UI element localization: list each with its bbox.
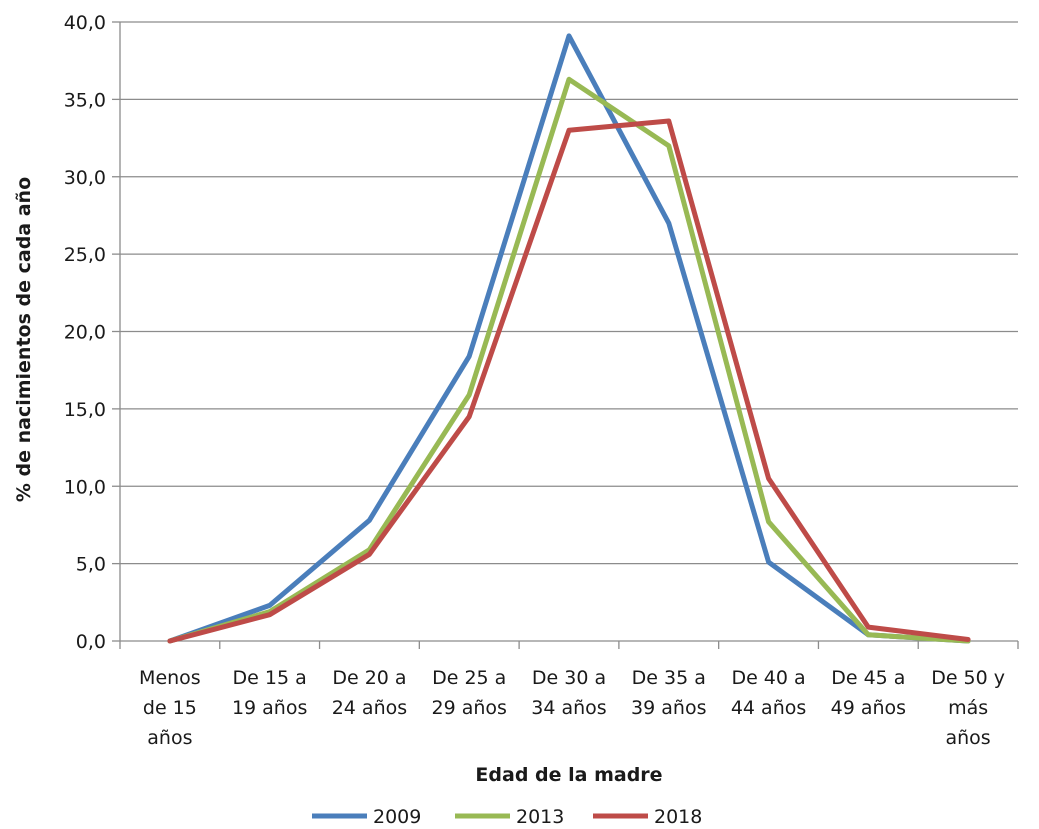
y-tick-label: 15,0 <box>64 399 106 421</box>
series-line-2018 <box>167 118 971 644</box>
x-tick-label: De 40 a 44 años <box>731 667 806 719</box>
y-tick-label: 0,0 <box>76 631 106 653</box>
y-tick-label: 10,0 <box>64 476 106 498</box>
y-tick-label: 40,0 <box>64 12 106 34</box>
x-tick-label-line: De 50 y <box>931 667 1005 689</box>
x-tick-label-line: 44 años <box>731 697 806 719</box>
x-tick-label-line: más <box>948 697 988 719</box>
y-tick-label: 20,0 <box>64 322 106 344</box>
x-tick-label-line: 49 años <box>831 697 906 719</box>
series-line-2013 <box>167 76 971 644</box>
x-tick-label-line: De 35 a <box>632 667 706 689</box>
x-tick-label-line: de 15 <box>143 697 197 719</box>
x-tick-label: Menos de 15 años <box>139 667 201 749</box>
series-lines <box>167 33 971 644</box>
legend-label-2018: 2018 <box>654 806 702 828</box>
gridlines <box>120 21 1018 565</box>
x-tick-label: De 30 a 34 años <box>531 667 606 719</box>
x-tick-label: De 45 a 49 años <box>831 667 906 719</box>
legend-label-2009: 2009 <box>373 806 421 828</box>
x-axis-title: Edad de la madre <box>475 764 662 786</box>
x-axis-ticks: Menos de 15 años De 15 a 19 años De 20 a 24 añ… <box>139 667 1005 749</box>
x-tick-label-line: años <box>946 727 991 749</box>
legend-label-2013: 2013 <box>516 806 564 828</box>
x-tick-label-line: 34 años <box>531 697 606 719</box>
series-line-2009 <box>167 33 971 644</box>
x-tick-label: De 20 a 24 años <box>332 667 407 719</box>
x-tick-label-line: De 25 a <box>432 667 506 689</box>
y-tick-label: 30,0 <box>64 167 106 189</box>
x-tick-label-line: De 45 a <box>831 667 905 689</box>
x-tick-label: De 50 y más años <box>931 667 1005 749</box>
x-tick-label-line: Menos <box>139 667 201 689</box>
x-tick-label: De 15 a 19 años <box>232 667 307 719</box>
y-tick-label: 35,0 <box>64 89 106 111</box>
x-tick-label-line: 24 años <box>332 697 407 719</box>
x-tick-label-line: 29 años <box>432 697 507 719</box>
x-tick-label-line: 39 años <box>631 697 706 719</box>
axes <box>112 21 1019 649</box>
legend: 2009 2013 2018 <box>312 806 702 828</box>
y-axis-ticks: 0,0 5,0 10,0 15,0 20,0 25,0 30,0 35,0 40,0 <box>64 12 106 653</box>
x-tick-label-line: años <box>147 727 192 749</box>
x-tick-label: De 35 a 39 años <box>631 667 706 719</box>
x-tick-label-line: De 15 a <box>233 667 307 689</box>
y-tick-label: 5,0 <box>76 554 106 576</box>
x-tick-label-line: De 40 a <box>731 667 805 689</box>
x-tick-label-line: De 20 a <box>332 667 406 689</box>
x-tick-label-line: 19 años <box>232 697 307 719</box>
x-tick-label-line: De 30 a <box>532 667 606 689</box>
y-axis-title: % de nacimientos de cada año <box>13 177 35 502</box>
x-tick-label: De 25 a 29 años <box>432 667 507 719</box>
y-tick-label: 25,0 <box>64 244 106 266</box>
